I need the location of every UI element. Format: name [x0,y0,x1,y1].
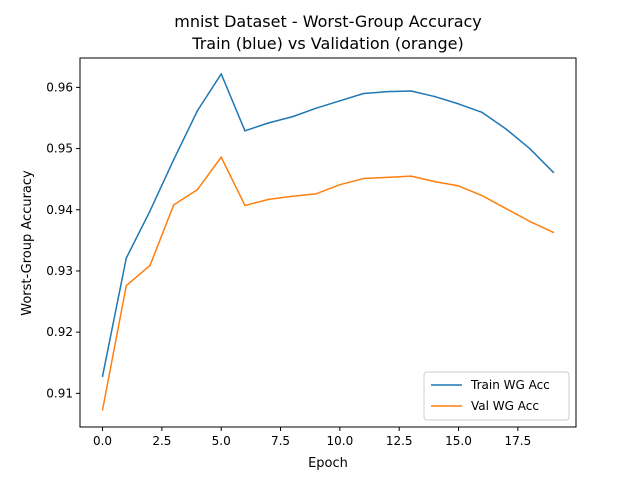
data-point [339,100,341,102]
x-tick-label: 15.0 [445,434,472,448]
data-point [457,103,460,105]
legend-label-val: Val WG Acc [471,399,539,413]
data-point [315,107,317,109]
data-point [434,180,436,183]
data-point [528,147,531,150]
data-point [434,95,436,98]
data-point [101,375,104,377]
data-point [291,115,294,118]
legend-label-train: Train WG Acc [470,378,550,392]
y-axis-label: Worst-Group Accuracy [20,170,35,316]
series-line-1 [101,156,554,411]
data-point [457,185,460,187]
plot-area-frame [79,57,577,428]
data-point [220,73,222,75]
legend-box [423,371,570,421]
data-point [196,188,199,191]
chart-title-line-1: mnist Dataset - Worst-Group Accuracy [174,12,482,31]
data-point [244,130,246,132]
data-point [528,220,531,223]
data-point [410,175,412,177]
data-point [505,128,507,130]
series-line-0 [101,73,554,377]
chart-title-line-2: Train (blue) vs Validation (orange) [191,34,463,53]
y-tick-label: 0.96 [46,80,73,94]
x-tick-label: 5.0 [212,434,231,448]
plot-series [101,73,555,411]
x-tick-label: 12.5 [386,434,413,448]
x-tick-label: 0.0 [93,434,112,448]
data-point [339,183,341,186]
data-point [386,176,389,179]
data-point [172,204,175,206]
data-point [125,284,128,287]
data-point [291,195,294,198]
x-axis-label: Epoch [308,456,348,471]
data-point [149,264,151,267]
y-tick-label: 0.94 [46,203,73,217]
data-point [552,231,555,234]
data-point [125,257,128,259]
data-point [362,92,365,95]
data-point [101,409,104,411]
data-point [220,156,222,158]
y-tick-label: 0.95 [46,142,73,156]
data-point [362,177,365,180]
data-point [481,194,484,197]
x-tick-label: 10.0 [327,434,354,448]
legend: Train WG Acc Val WG Acc [423,371,570,421]
x-axis-ticks: 0.0 2.5 5.0 7.5 10.0 12.5 15.0 17.5 [93,427,531,448]
data-point [410,90,412,92]
data-point [481,111,484,114]
data-point [315,193,317,195]
x-tick-label: 17.5 [504,434,531,448]
data-point [386,90,389,93]
x-tick-label: 7.5 [271,434,290,448]
data-point [244,204,246,207]
data-point [196,109,199,112]
data-point [505,207,507,210]
data-point [552,171,555,174]
data-point [267,122,270,124]
data-point [149,210,151,212]
y-tick-label: 0.91 [46,386,73,400]
x-tick-label: 2.5 [152,434,171,448]
data-point [172,158,175,161]
y-tick-label: 0.93 [46,264,73,278]
y-axis-ticks: 0.91 0.92 0.93 0.94 0.95 0.96 [46,80,80,400]
y-tick-label: 0.92 [46,325,73,339]
data-point [267,198,270,201]
